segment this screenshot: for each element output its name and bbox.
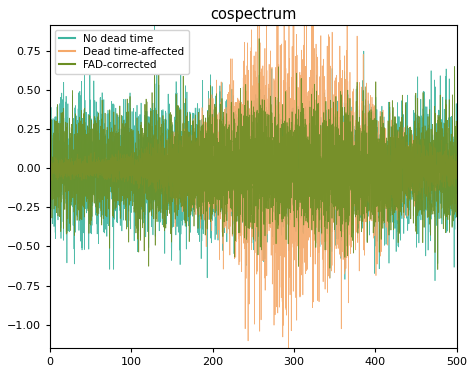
Title: cospectrum: cospectrum — [210, 7, 297, 22]
Legend: No dead time, Dead time-affected, FAD-corrected: No dead time, Dead time-affected, FAD-co… — [55, 30, 189, 74]
